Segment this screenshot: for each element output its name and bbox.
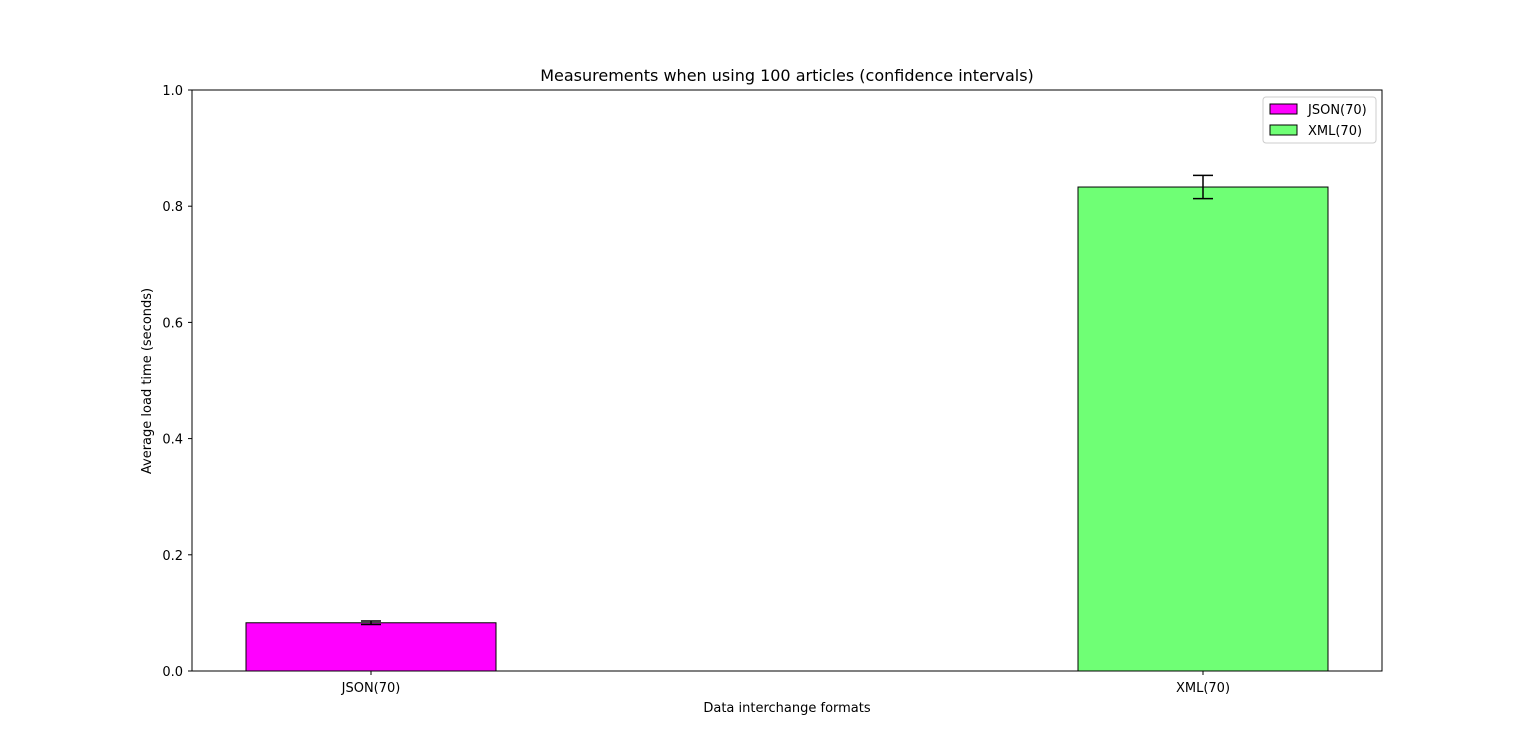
chart-title: Measurements when using 100 articles (co… [540, 66, 1034, 85]
legend-label-1: XML(70) [1308, 124, 1362, 139]
legend-label-0: JSON(70) [1307, 103, 1367, 118]
y-tick-label-4: 0.8 [162, 200, 183, 215]
y-axis-label: Average load time (seconds) [140, 288, 155, 474]
bar-1 [1077, 186, 1329, 672]
legend-swatch-1 [1269, 124, 1298, 136]
y-tick-label-3: 0.6 [162, 316, 183, 331]
x-tick-label-1: XML(70) [1176, 681, 1230, 696]
plot-area: 0.0 0.2 0.4 0.6 0.8 1.0 JSON(70) XML(70) [162, 84, 1383, 696]
y-tick-label-5: 1.0 [162, 84, 183, 99]
y-tick-label-0: 0.0 [162, 665, 183, 680]
x-tick-label-0: JSON(70) [341, 681, 401, 696]
x-axis-label: Data interchange formats [703, 701, 871, 716]
legend-swatch-0 [1269, 103, 1298, 115]
bar-0 [245, 622, 497, 672]
y-tick-label-2: 0.4 [162, 433, 183, 448]
legend: JSON(70) XML(70) [1262, 96, 1377, 144]
plot-frame [191, 89, 1383, 672]
y-tick-label-1: 0.2 [162, 549, 183, 564]
